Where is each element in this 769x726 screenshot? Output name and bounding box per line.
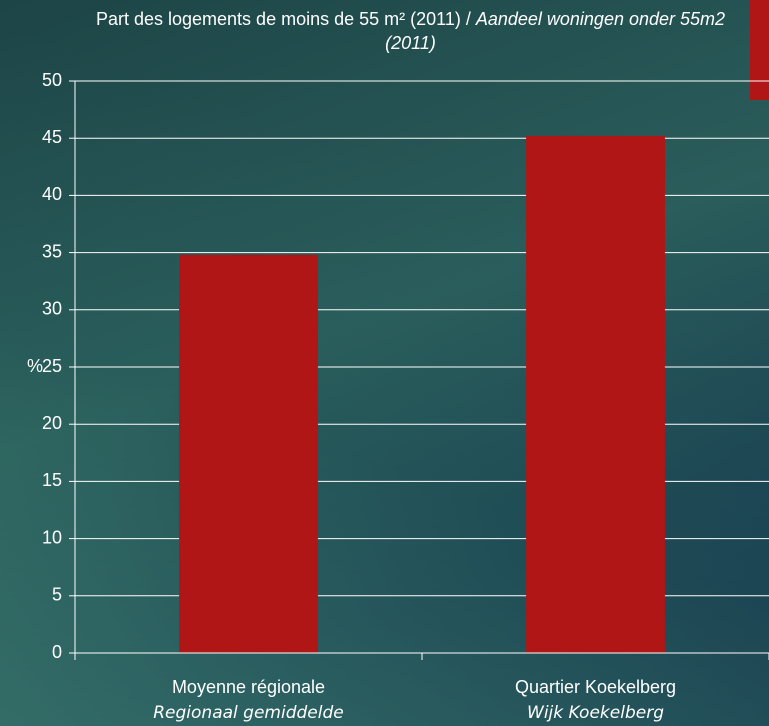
y-axis-label: % <box>27 356 43 376</box>
y-tick-label: 25 <box>42 356 62 376</box>
y-tick-label: 50 <box>42 70 62 90</box>
y-tick-label: 20 <box>42 413 62 433</box>
y-tick-label: 0 <box>52 642 62 662</box>
x-tick-label: Moyenne régionale <box>172 677 325 697</box>
title-nl: Aandeel woningen onder 55m2 (2011) <box>385 9 726 53</box>
y-tick-label: 45 <box>42 127 62 147</box>
y-tick-label: 40 <box>42 184 62 204</box>
bar <box>526 135 665 654</box>
y-tick-label: 30 <box>42 299 62 319</box>
legend-swatch <box>750 0 769 100</box>
x-tick-label-nl: Regionaal gemiddelde <box>153 703 343 723</box>
title-fr: Part des logements de moins de 55 m² (20… <box>95 9 471 29</box>
chart-title: Part des logements de moins de 55 m² (20… <box>78 7 743 55</box>
y-tick-label: 5 <box>52 585 62 605</box>
y-tick-label: 15 <box>42 470 62 490</box>
y-tick-label: 35 <box>42 241 62 261</box>
x-tick-label: Quartier Koekelberg <box>515 677 676 697</box>
y-tick-label: 10 <box>42 527 62 547</box>
bar <box>179 254 318 653</box>
x-tick-label-nl: Wijk Koekelberg <box>527 703 664 723</box>
